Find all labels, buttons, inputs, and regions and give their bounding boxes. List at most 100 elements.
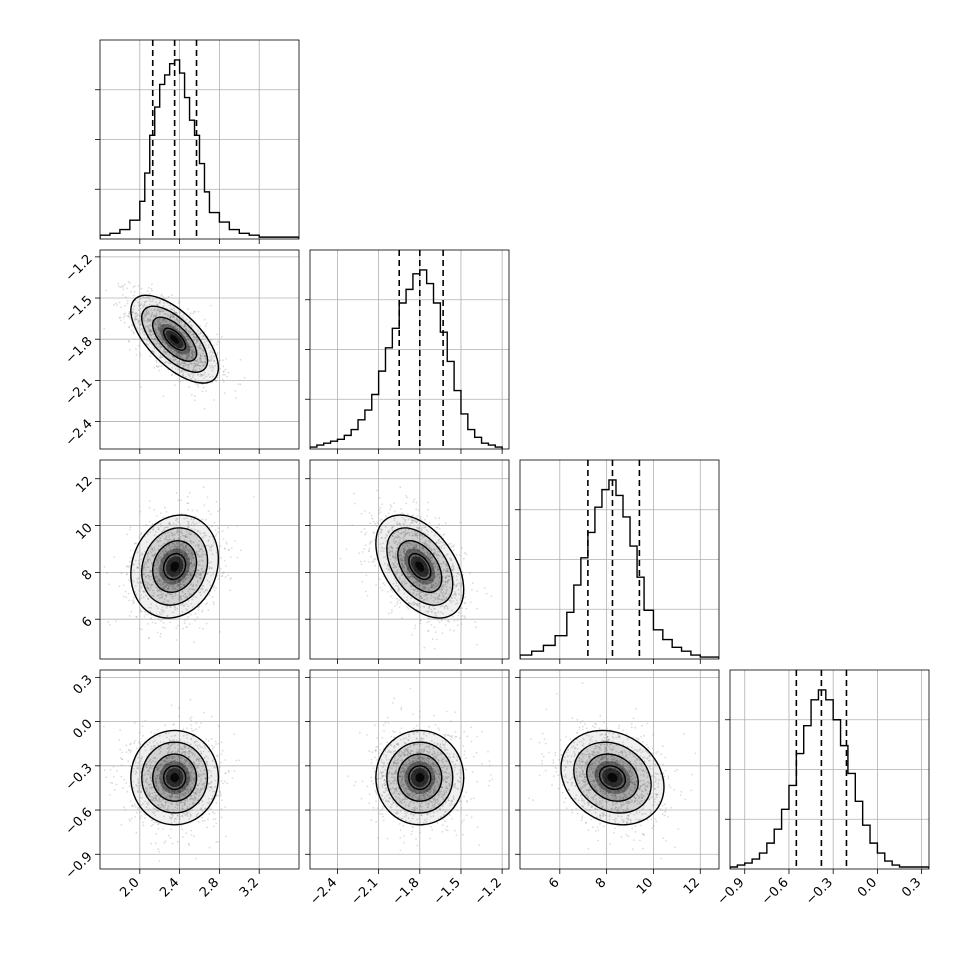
scatter-point: [222, 571, 225, 574]
scatter-point: [391, 526, 394, 529]
scatter-point: [149, 578, 152, 581]
scatter-point: [180, 371, 183, 373]
scatter-point: [409, 524, 411, 527]
scatter-point: [443, 607, 446, 610]
scatter-point: [163, 575, 165, 578]
scatter-point: [388, 529, 391, 532]
scatter-point: [196, 579, 199, 582]
scatter-point: [165, 342, 168, 344]
scatter-point: [156, 594, 159, 597]
scatter-point: [195, 338, 198, 341]
scatter-point: [103, 566, 106, 568]
scatter-point: [127, 315, 130, 318]
scatter-point: [179, 599, 181, 602]
scatter-point: [181, 532, 184, 535]
scatter-point: [196, 552, 199, 555]
scatter-point: [148, 500, 151, 502]
scatter-point: [374, 558, 377, 561]
scatter-point: [149, 771, 152, 774]
scatter-point: [186, 353, 189, 356]
scatter-point: [408, 548, 410, 551]
scatter-point: [142, 802, 145, 805]
scatter-point: [431, 566, 434, 569]
scatter-point: [415, 580, 417, 583]
scatter-point: [127, 280, 130, 283]
scatter-point: [180, 544, 182, 547]
scatter-point: [391, 591, 394, 593]
scatter-point: [446, 571, 449, 574]
scatter-point: [162, 557, 164, 560]
scatter-point: [165, 560, 168, 563]
scatter-point: [172, 325, 174, 328]
scatter-point: [205, 375, 208, 378]
scatter-point: [176, 575, 179, 578]
scatter-point: [196, 373, 199, 376]
scatter-point: [401, 583, 404, 585]
scatter-point: [436, 584, 438, 587]
scatter-point: [199, 591, 202, 594]
scatter-point: [199, 357, 202, 360]
scatter-point: [194, 360, 197, 362]
scatter-point: [138, 536, 141, 539]
scatter-point: [403, 548, 405, 551]
scatter-point: [160, 564, 163, 567]
scatter-point: [416, 534, 419, 537]
scatter-point: [407, 571, 409, 574]
scatter-point: [228, 549, 231, 551]
scatter-point: [141, 331, 144, 334]
scatter-point: [430, 565, 433, 568]
scatter-point: [164, 361, 166, 364]
scatter-point: [219, 631, 222, 633]
histogram-line: [100, 59, 299, 239]
scatter-point: [152, 313, 154, 316]
scatter-point: [169, 817, 172, 820]
scatter-point: [179, 356, 182, 359]
scatter-point: [174, 358, 177, 361]
scatter-point: [203, 711, 205, 714]
scatter-point: [415, 588, 417, 591]
scatter-point: [183, 332, 186, 335]
scatter-point: [147, 588, 150, 591]
scatter-point: [164, 586, 167, 589]
scatter-point: [427, 616, 430, 619]
scatter-point: [181, 542, 184, 545]
scatter-point: [145, 320, 148, 323]
scatter-point: [187, 526, 189, 529]
scatter-point: [164, 360, 167, 363]
scatter-point: [230, 547, 233, 549]
scatter-point: [168, 747, 171, 750]
scatter-point: [162, 395, 165, 398]
scatter-point: [136, 566, 139, 568]
scatter-point: [210, 567, 213, 570]
scatter-point: [435, 592, 438, 595]
scatter-point: [188, 533, 191, 536]
scatter-point: [148, 312, 151, 315]
scatter-point: [176, 531, 179, 533]
scatter-point: [431, 562, 434, 564]
scatter-point: [172, 550, 175, 552]
scatter-point: [171, 842, 174, 845]
scatter-point: [155, 330, 157, 333]
scatter-point: [190, 794, 193, 797]
scatter-point: [184, 593, 187, 595]
scatter-point: [129, 765, 132, 767]
scatter-point: [199, 344, 202, 347]
scatter-point: [440, 547, 443, 549]
scatter-point: [411, 521, 414, 524]
scatter-point: [203, 757, 206, 760]
scatter-point: [149, 569, 152, 572]
scatter-point: [402, 531, 405, 534]
scatter-point: [186, 570, 189, 572]
scatter-point: [205, 589, 208, 591]
scatter-point: [135, 784, 138, 787]
scatter-point: [432, 572, 435, 575]
scatter-point: [445, 605, 447, 607]
scatter-point: [179, 790, 182, 793]
scatter-point: [395, 582, 398, 584]
scatter-point: [213, 360, 216, 363]
scatter-point: [173, 791, 176, 793]
scatter-point: [159, 573, 161, 576]
scatter-point: [183, 362, 185, 365]
scatter-point: [194, 364, 197, 367]
scatter-point: [174, 581, 177, 584]
